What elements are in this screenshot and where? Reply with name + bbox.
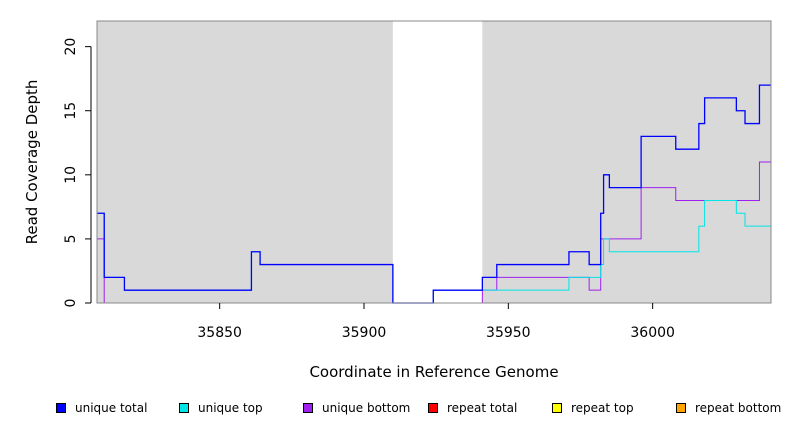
y-tick-label: 0 <box>63 299 79 308</box>
legend-item: unique top <box>179 398 263 418</box>
legend-swatch <box>303 403 313 413</box>
legend-swatch <box>179 403 189 413</box>
y-tick-label: 15 <box>63 102 79 120</box>
legend: unique total unique top unique bottom repea… <box>0 398 792 420</box>
x-axis-label: Coordinate in Reference Genome <box>309 363 558 381</box>
legend-item: unique total <box>56 398 147 418</box>
y-axis-label: Read Coverage Depth <box>23 80 41 245</box>
y-tick-label: 20 <box>63 38 79 56</box>
series-line-unique-total <box>97 84 771 304</box>
legend-item: unique bottom <box>303 398 410 418</box>
y-tick-label: 5 <box>63 234 79 243</box>
legend-swatch <box>428 403 438 413</box>
legend-label: unique top <box>198 401 263 415</box>
shaded-region-1 <box>97 21 393 303</box>
legend-item: repeat top <box>552 398 634 418</box>
x-tick-label: 35850 <box>197 325 242 341</box>
legend-label: repeat total <box>447 401 518 415</box>
legend-item: repeat bottom <box>676 398 781 418</box>
shaded-region-2 <box>482 21 771 303</box>
legend-swatch <box>552 403 562 413</box>
x-tick-label: 36000 <box>630 325 675 341</box>
legend-label: repeat bottom <box>695 401 782 415</box>
legend-swatch <box>56 403 66 413</box>
x-tick-label: 35900 <box>342 325 387 341</box>
y-tick-label: 10 <box>63 166 79 184</box>
legend-item: repeat total <box>428 398 517 418</box>
legend-label: repeat top <box>571 401 634 415</box>
legend-swatch <box>676 403 686 413</box>
legend-label: unique total <box>75 401 148 415</box>
plot-frame <box>96 20 772 304</box>
x-tick-label: 35950 <box>486 325 531 341</box>
legend-label: unique bottom <box>322 401 411 415</box>
